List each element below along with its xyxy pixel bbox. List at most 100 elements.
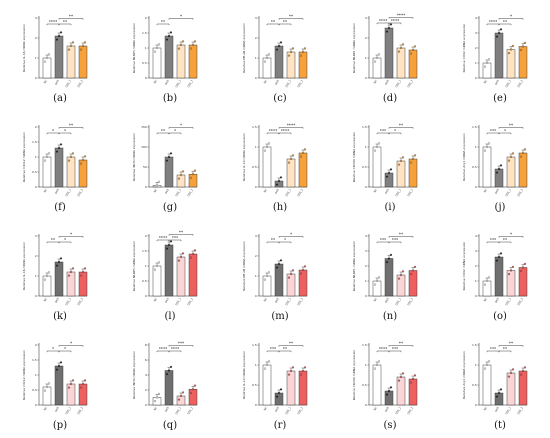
bar-nc <box>262 146 272 188</box>
replicate-point <box>375 145 379 149</box>
replicate-point <box>401 156 405 159</box>
significance-label: ** <box>51 237 55 242</box>
x-tick-label: DSS_2 <box>186 188 194 197</box>
replicate-point <box>411 48 415 52</box>
bar-dss <box>274 392 284 406</box>
replicate-point <box>499 28 503 31</box>
replicate-point <box>275 266 279 269</box>
replicate-point <box>511 368 515 371</box>
y-tick-label: 2 <box>255 254 257 258</box>
replicate-point <box>301 50 305 54</box>
panel-letter: (m) <box>271 311 289 322</box>
replicate-point <box>191 173 195 176</box>
significance-label: ** <box>161 19 165 24</box>
panel-letter: (d) <box>382 93 398 104</box>
chart-svg-o: Relative COX2 mRNA expression 0 1 2 3 4 NC DSS D… <box>462 232 528 306</box>
panel-letter: (j) <box>494 202 506 213</box>
replicate-point <box>277 179 281 183</box>
bar-dss <box>54 147 64 188</box>
x-tick-label: NC <box>43 79 48 84</box>
y-tick-label: 1 <box>365 56 367 60</box>
replicate-point <box>177 177 181 180</box>
replicate-point <box>275 183 279 186</box>
replicate-point <box>193 384 197 387</box>
replicate-point <box>301 369 305 373</box>
bar-dss <box>384 258 394 297</box>
y-tick-label: 4 <box>145 373 147 377</box>
y-tick-label: 3 <box>475 249 477 253</box>
y-tick-label: 3 <box>255 234 257 238</box>
y-tick-label: 0 <box>475 403 477 407</box>
significance-label: * <box>64 237 66 242</box>
x-tick-label: DSS_2 <box>406 79 414 88</box>
x-tick-label: DSS <box>494 188 500 195</box>
replicate-point <box>397 277 401 280</box>
bar-nc <box>482 146 492 188</box>
bar-nc <box>42 386 52 406</box>
significance-label: ** <box>283 346 287 351</box>
replicate-point <box>191 43 195 47</box>
chart-panel-g: Relative iNOS mRNA expression 0 50 100 150 NC… <box>115 113 225 217</box>
y-tick-label: 1 <box>255 363 257 367</box>
bar-dss <box>54 365 64 406</box>
replicate-point <box>57 34 61 38</box>
replicate-point <box>43 389 47 392</box>
x-tick-label: DSS <box>384 406 390 413</box>
y-tick-label: 1 <box>255 56 257 60</box>
significance-label: *** <box>178 341 184 346</box>
y-tick-label: 1 <box>35 373 37 377</box>
replicate-point <box>523 366 527 369</box>
replicate-point <box>189 256 193 259</box>
panel-letter: (r) <box>273 420 287 431</box>
y-tick-label: 2 <box>35 343 37 347</box>
chart-panel-h: Relative IL-10 mRNA expression 0 0.5 1 1.5 NC… <box>225 113 335 217</box>
significance-label: ** <box>509 341 513 346</box>
x-tick-label: DSS_1 <box>64 79 72 88</box>
x-tick-label: NC <box>153 79 158 84</box>
replicate-point <box>399 159 403 163</box>
replicate-point <box>189 391 193 394</box>
x-tick-label: DSS_1 <box>174 297 182 306</box>
replicate-point <box>399 375 403 379</box>
y-axis-label: Relative CD206 mRNA expression <box>352 132 356 183</box>
replicate-point <box>495 395 499 398</box>
bar-nc <box>152 47 162 79</box>
replicate-point <box>45 56 49 60</box>
significance-label: * <box>290 232 292 237</box>
bar-dss <box>494 168 504 188</box>
x-tick-label: DSS_1 <box>284 406 292 415</box>
significance-label: ** <box>271 237 275 242</box>
replicate-point <box>375 363 379 367</box>
x-tick-label: DSS_2 <box>296 406 304 415</box>
y-tick-label: 0 <box>35 403 37 407</box>
replicate-point <box>263 149 267 152</box>
x-tick-label: DSS_1 <box>504 188 512 197</box>
chart-svg-e: Relative COX2 mRNA expression 0 1 2 3 4 NC DSS D… <box>462 14 528 88</box>
replicate-point <box>179 173 183 177</box>
x-tick-label: DSS <box>384 297 390 304</box>
significance-label: **** <box>159 235 167 240</box>
replicate-point <box>399 46 403 50</box>
replicate-point <box>487 58 491 61</box>
replicate-point <box>485 279 489 283</box>
chart-panel-t: Relative Arg1 mRNA expression 0 0.5 1 1.5 NC D… <box>445 331 550 435</box>
chart-panel-e: Relative COX2 mRNA expression 0 1 2 3 4 NC DSS D… <box>445 4 550 108</box>
replicate-point <box>47 382 51 385</box>
chart-svg-k: Relative IL-1β mRNA expression 0 1 2 3 NC DSS D… <box>22 232 88 306</box>
y-tick-label: 4 <box>475 16 477 20</box>
y-tick-label: 1.5 <box>472 125 477 129</box>
significance-label: * <box>70 232 72 237</box>
bar-dss-2 <box>518 46 528 79</box>
replicate-point <box>299 373 303 376</box>
significance-label: * <box>510 14 512 19</box>
replicate-point <box>399 273 403 277</box>
x-tick-label: DSS <box>164 188 170 195</box>
replicate-point <box>169 31 173 34</box>
chart-panel-b: Relative NLRP3 mRNA expression 0 0.5 1 1.5 2 N… <box>115 4 225 108</box>
x-tick-label: NC <box>373 406 378 411</box>
replicate-point <box>413 154 417 157</box>
replicate-point <box>499 388 503 391</box>
replicate-point <box>521 45 525 48</box>
chart-svg-b: Relative NLRP3 mRNA expression 0 0.5 1 1.5 2 N… <box>132 14 198 88</box>
replicate-point <box>497 255 501 259</box>
